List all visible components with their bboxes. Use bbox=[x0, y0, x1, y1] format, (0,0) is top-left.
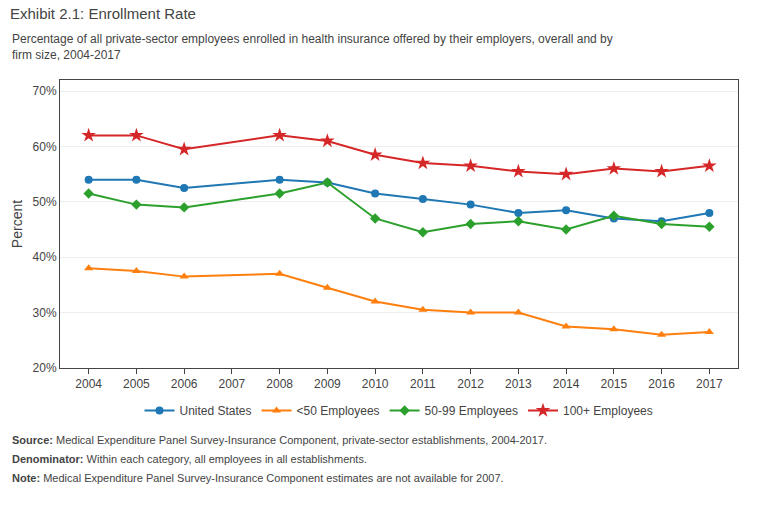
svg-text:2004: 2004 bbox=[75, 377, 102, 391]
svg-text:2013: 2013 bbox=[505, 377, 532, 391]
svg-text:2012: 2012 bbox=[457, 377, 484, 391]
svg-text:Percentage of all private-sect: Percentage of all private-sector employe… bbox=[12, 32, 613, 62]
svg-text:Note: Medical Expenditure Pane: Note: Medical Expenditure Panel Survey-I… bbox=[12, 472, 504, 484]
svg-text:60%: 60% bbox=[33, 140, 57, 154]
svg-text:Source: Medical Expenditure Pa: Source: Medical Expenditure Panel Survey… bbox=[12, 434, 547, 446]
svg-text:2009: 2009 bbox=[314, 377, 341, 391]
svg-text:2010: 2010 bbox=[362, 377, 389, 391]
svg-text:40%: 40% bbox=[33, 250, 57, 264]
svg-text:30%: 30% bbox=[33, 306, 57, 320]
svg-text:2006: 2006 bbox=[171, 377, 198, 391]
svg-text:2015: 2015 bbox=[601, 377, 628, 391]
svg-text:50-99 Employees: 50-99 Employees bbox=[425, 404, 518, 418]
svg-text:2005: 2005 bbox=[123, 377, 150, 391]
svg-text:Denominator: Within each categ: Denominator: Within each category, all e… bbox=[12, 453, 367, 465]
svg-text:20%: 20% bbox=[33, 361, 57, 375]
svg-text:2008: 2008 bbox=[266, 377, 293, 391]
svg-text:Exhibit 2.1: Enrollment Rate: Exhibit 2.1: Enrollment Rate bbox=[10, 5, 196, 22]
svg-text:2014: 2014 bbox=[553, 377, 580, 391]
svg-text:2007: 2007 bbox=[219, 377, 246, 391]
svg-text:70%: 70% bbox=[33, 84, 57, 98]
svg-text:2017: 2017 bbox=[696, 377, 723, 391]
svg-text:2011: 2011 bbox=[410, 377, 436, 391]
svg-text:100+ Employees: 100+ Employees bbox=[563, 404, 653, 418]
svg-text:United States: United States bbox=[180, 404, 252, 418]
svg-text:<50 Employees: <50 Employees bbox=[297, 404, 380, 418]
svg-text:50%: 50% bbox=[33, 195, 57, 209]
svg-text:2016: 2016 bbox=[648, 377, 675, 391]
svg-text:Percent: Percent bbox=[9, 200, 25, 248]
